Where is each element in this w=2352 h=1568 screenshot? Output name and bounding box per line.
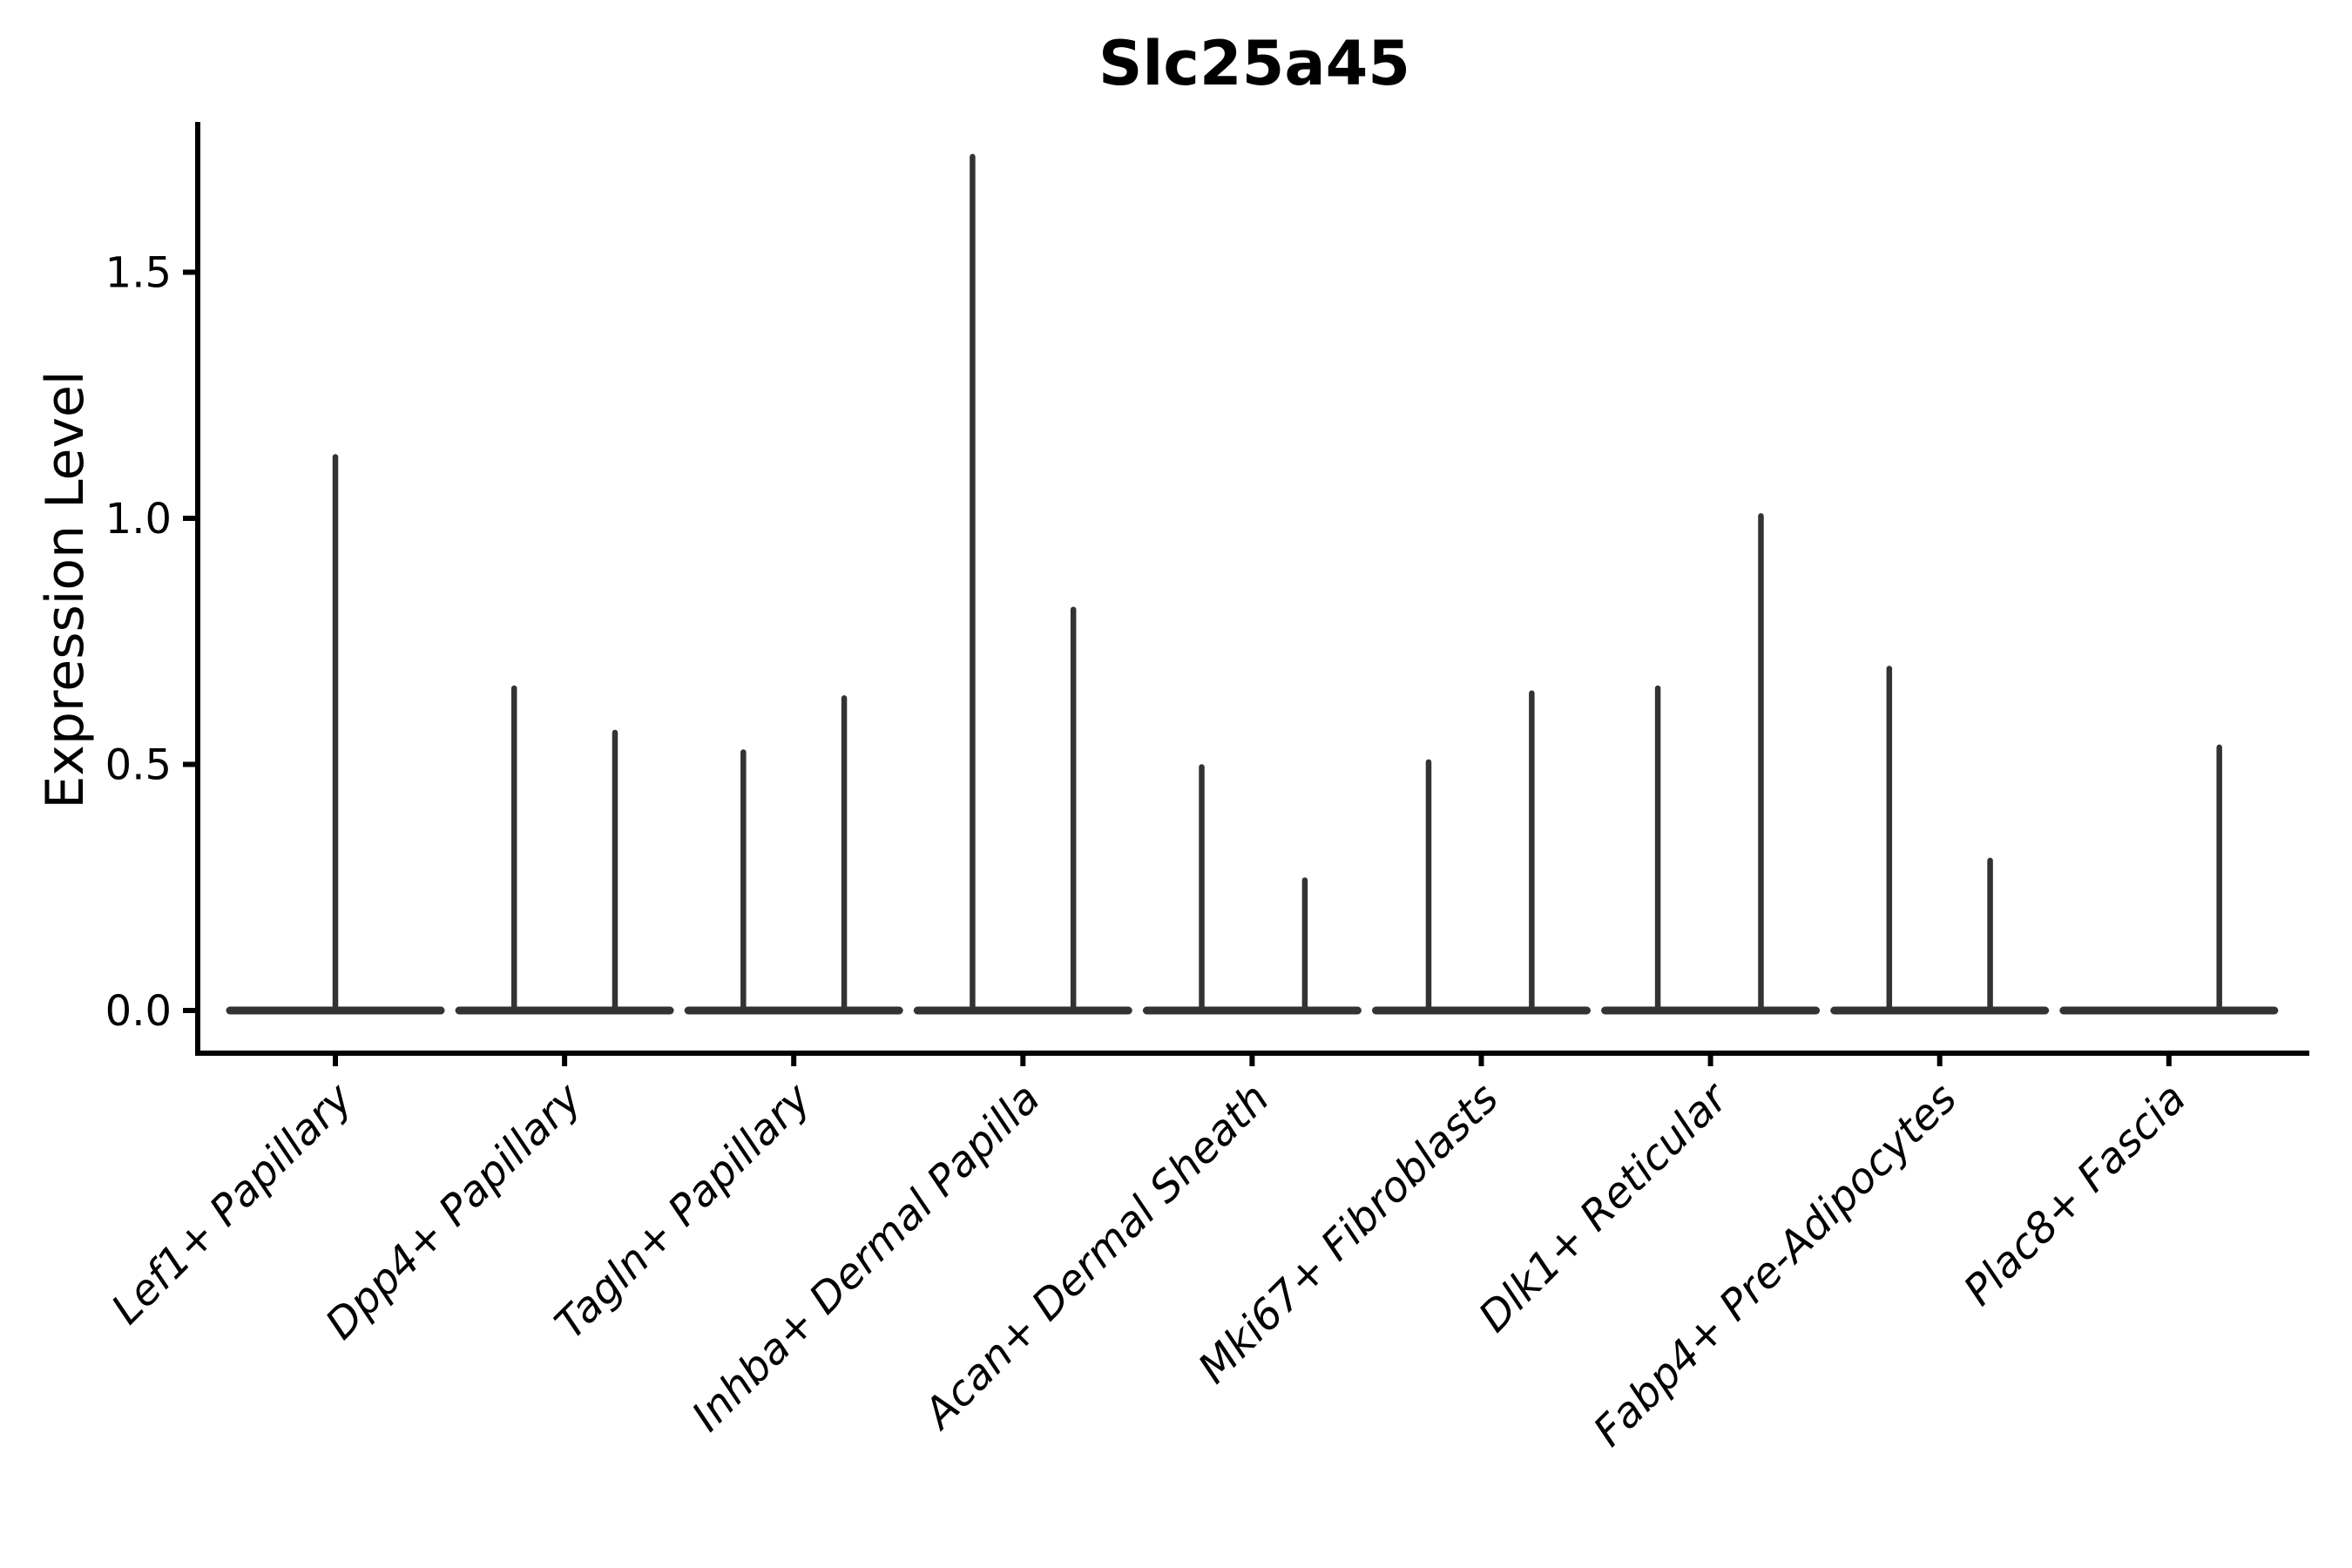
y-tick-label-1.5: 1.5 bbox=[105, 249, 172, 298]
chart-title: Slc25a45 bbox=[1098, 28, 1410, 99]
violin-series bbox=[226, 153, 2279, 1015]
x-category-label-9: Plac8+ Fascia bbox=[1955, 1074, 2196, 1315]
violin-9 bbox=[2059, 744, 2279, 1015]
x-category-label-8: Fabp4+ Pre-Adipocytes bbox=[1585, 1074, 1967, 1456]
y-axis-ticks: 0.0 0.5 1.0 1.5 bbox=[105, 249, 198, 1036]
violin-3 bbox=[684, 695, 903, 1015]
y-tick-label-1.0: 1.0 bbox=[105, 495, 172, 544]
violin-7 bbox=[1601, 513, 1821, 1015]
y-tick-label-0.5: 0.5 bbox=[105, 741, 172, 790]
x-category-label-7: Dlk1+ Reticular bbox=[1470, 1072, 1740, 1342]
y-axis-title: Expression Level bbox=[35, 370, 96, 808]
violin-8 bbox=[1830, 666, 2050, 1015]
x-category-label-1: Lef1+ Papillary bbox=[102, 1073, 362, 1334]
y-tick-label-0.0: 0.0 bbox=[105, 987, 172, 1036]
violin-1 bbox=[226, 454, 445, 1015]
violin-5 bbox=[1142, 764, 1362, 1015]
violin-6 bbox=[1372, 690, 1591, 1015]
x-category-label-3: Tagln+ Papillary bbox=[545, 1073, 821, 1348]
violin-2 bbox=[455, 685, 674, 1015]
x-category-label-2: Dpp4+ Papillary bbox=[316, 1073, 591, 1348]
violin-4 bbox=[913, 153, 1132, 1015]
